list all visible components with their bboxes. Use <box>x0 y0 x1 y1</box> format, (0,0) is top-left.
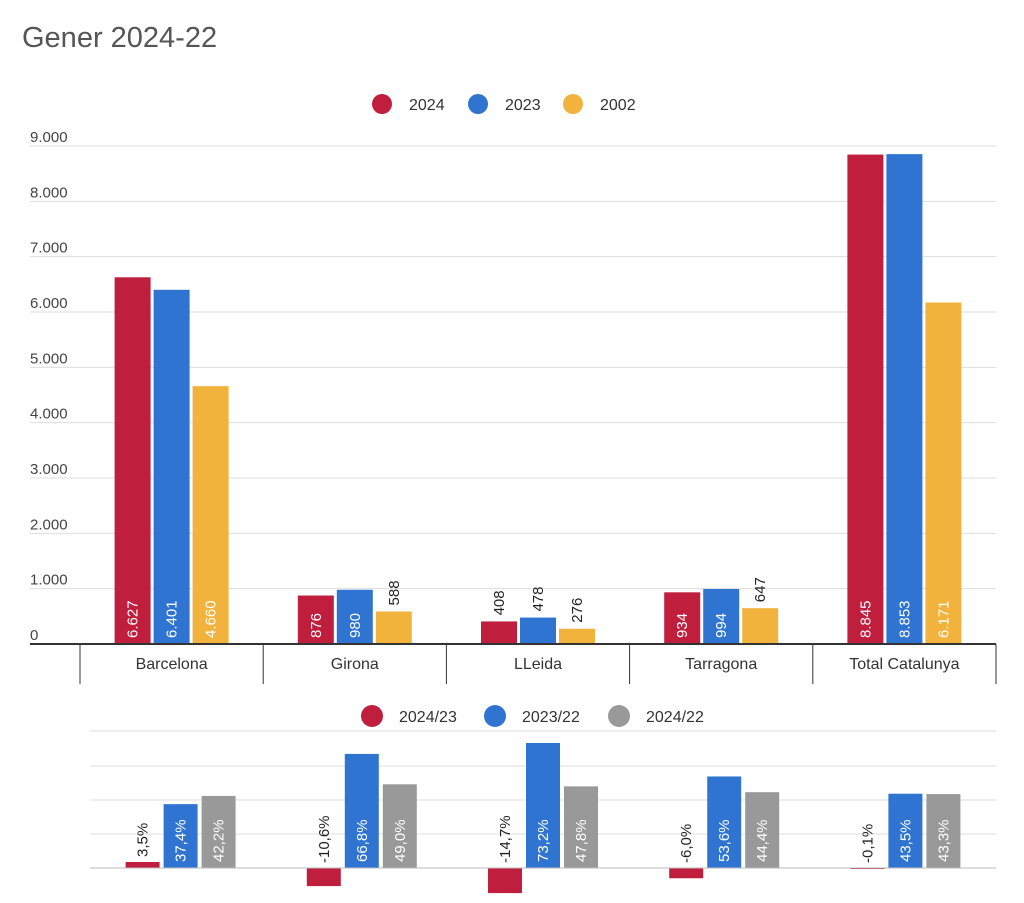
y-tick-label: 4.000 <box>30 406 68 423</box>
data-label: 276 <box>569 598 586 623</box>
y-tick-label: 1.000 <box>30 572 68 589</box>
data-label: 408 <box>491 590 508 615</box>
data-label: -14,7% <box>497 815 514 863</box>
data-label: 4.660 <box>203 600 220 638</box>
bar <box>114 277 151 644</box>
y-tick-label: 8.000 <box>30 184 68 201</box>
data-label: 8.845 <box>857 600 874 638</box>
data-label: 37,4% <box>173 819 190 862</box>
bar <box>559 628 595 644</box>
data-label: 980 <box>347 613 364 638</box>
data-label: 42,2% <box>211 819 228 862</box>
legend-marker <box>361 705 383 727</box>
bar <box>201 795 236 868</box>
bar <box>669 868 704 879</box>
data-label: 47,8% <box>573 819 590 862</box>
variation-bar-chart: 2024/23 2023/22 2024/22 3,5% 37,4% 42,2% -10,6… <box>90 705 996 894</box>
data-label: 53,6% <box>716 819 733 862</box>
bar <box>336 589 373 644</box>
legend-label: 2023/22 <box>522 709 580 726</box>
data-label: 43,5% <box>897 819 914 862</box>
category-label: Barcelona <box>136 656 208 673</box>
data-label: 6.627 <box>125 600 142 638</box>
data-label: 73,2% <box>535 819 552 862</box>
data-label: 588 <box>386 580 403 605</box>
legend-marker <box>468 94 488 114</box>
data-label: 66,8% <box>354 819 371 862</box>
bar <box>297 595 334 644</box>
bar <box>707 776 742 868</box>
data-label: 934 <box>674 613 691 638</box>
legend-label: 2024/22 <box>646 709 704 726</box>
bar <box>488 868 522 894</box>
bar <box>703 588 740 644</box>
bar <box>192 386 229 644</box>
data-label: 3,5% <box>135 823 152 857</box>
data-label: 876 <box>308 613 325 638</box>
bar <box>344 753 379 868</box>
main-bar-chart: 0 1.000 2.000 3.000 4.000 5.000 6.000 7.000 8.00… <box>30 94 997 684</box>
bar <box>925 302 962 644</box>
data-label: -6,0% <box>678 824 695 863</box>
y-tick-label: 6.000 <box>30 295 68 312</box>
y-tick-label: 0 <box>30 627 38 644</box>
bar <box>306 868 341 887</box>
bar <box>526 743 560 868</box>
data-label: 43,3% <box>935 819 952 862</box>
data-label: 994 <box>713 613 730 638</box>
legend-label: 2002 <box>600 97 636 114</box>
bar <box>745 792 780 868</box>
y-tick-label: 7.000 <box>30 240 68 257</box>
y-tick-label: 5.000 <box>30 350 68 367</box>
legend-label: 2023 <box>505 97 541 114</box>
bar <box>375 611 412 644</box>
bar <box>481 621 517 644</box>
y-tick-label: 3.000 <box>30 461 68 478</box>
category-label: Tarragona <box>685 656 757 673</box>
category-label: LLeida <box>514 656 562 673</box>
legend-marker <box>484 705 506 727</box>
y-tick-label: 9.000 <box>30 129 68 146</box>
legend-marker <box>372 94 392 114</box>
data-label: 6.171 <box>935 600 952 638</box>
bar <box>847 154 884 644</box>
category-label: Girona <box>331 656 379 673</box>
bar <box>520 617 556 644</box>
bar <box>742 608 779 644</box>
legend-label: 2024/23 <box>399 709 457 726</box>
data-label: 6.401 <box>164 600 181 638</box>
bar <box>153 289 190 644</box>
category-label: Total Catalunya <box>849 656 959 673</box>
y-tick-label: 2.000 <box>30 516 68 533</box>
bar <box>664 592 701 644</box>
bar <box>888 793 923 868</box>
data-label: -10,6% <box>316 815 333 863</box>
data-label: -0,1% <box>859 824 876 863</box>
page-title: Gener 2024-22 <box>22 22 218 54</box>
bar <box>163 804 198 868</box>
data-label: 647 <box>752 577 769 602</box>
bar <box>926 794 961 868</box>
legend-marker <box>563 94 583 114</box>
legend-label: 2024 <box>409 97 445 114</box>
bar <box>382 784 417 868</box>
bar <box>564 786 598 868</box>
data-label: 44,4% <box>754 819 771 862</box>
data-label: 49,0% <box>392 819 409 862</box>
data-label: 8.853 <box>896 600 913 638</box>
bar <box>886 154 923 644</box>
data-label: 478 <box>530 587 547 612</box>
bar <box>125 862 160 868</box>
legend-marker <box>608 705 630 727</box>
